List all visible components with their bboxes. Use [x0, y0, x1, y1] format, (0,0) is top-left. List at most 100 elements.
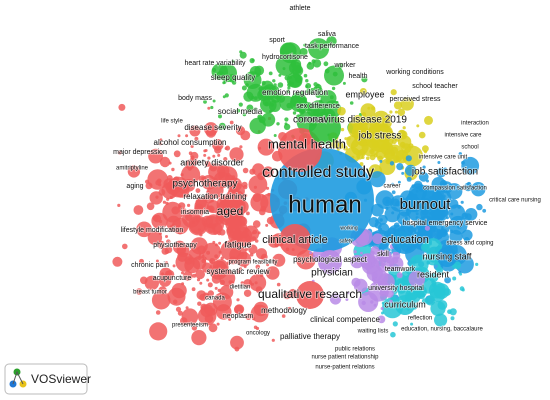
- node-bubble: [212, 99, 216, 103]
- node-bubble: [136, 221, 152, 238]
- node-bubble: [167, 287, 186, 306]
- node-bubble: [200, 304, 214, 318]
- node-label: resident: [417, 269, 450, 279]
- logo-text: VOSviewer: [31, 372, 91, 386]
- node-bubble: [217, 288, 221, 292]
- node-bubble: [161, 247, 169, 255]
- node-bubble: [395, 133, 399, 137]
- node-bubble: [306, 62, 315, 70]
- node-bubble: [151, 212, 168, 230]
- node-bubble: [175, 306, 182, 312]
- node-label: hydrocortisone: [262, 54, 308, 61]
- node-bubble: [313, 82, 318, 87]
- node-bubble: [450, 316, 455, 321]
- node-bubble: [367, 106, 371, 110]
- node-bubble: [401, 276, 406, 281]
- node-bubble: [386, 114, 392, 119]
- node-bubble: [347, 118, 368, 139]
- node-bubble: [208, 323, 218, 333]
- node-bubble: [326, 36, 337, 47]
- node-bubble: [112, 256, 123, 267]
- node-bubble: [312, 59, 322, 68]
- node-bubble: [368, 217, 379, 228]
- node-bubble: [168, 176, 189, 198]
- node-bubble: [279, 224, 311, 256]
- node-bubble: [223, 157, 228, 162]
- node-bubble: [471, 182, 486, 197]
- node-bubble: [434, 313, 448, 327]
- node-bubble: [169, 224, 177, 232]
- node-bubble: [253, 107, 258, 111]
- node-label: presenteeism: [172, 323, 208, 329]
- node-bubble: [349, 101, 354, 105]
- node-bubble: [158, 188, 166, 196]
- node-bubble: [356, 152, 364, 160]
- node-bubble: [236, 258, 240, 262]
- node-bubble: [281, 314, 286, 318]
- node-label: waiting lists: [357, 329, 389, 335]
- node-bubble: [151, 290, 171, 310]
- node-bubble: [288, 288, 298, 299]
- node-bubble: [165, 201, 169, 205]
- node-bubble: [332, 71, 338, 77]
- node-bubble: [251, 58, 255, 62]
- node-bubble: [191, 330, 207, 346]
- node-label: human: [288, 191, 361, 218]
- node-bubble: [220, 256, 224, 260]
- node-bubble: [198, 253, 205, 259]
- node-bubble: [271, 338, 275, 342]
- node-bubble: [284, 75, 290, 81]
- node-bubble: [395, 295, 415, 315]
- node-bubble: [219, 264, 223, 268]
- node-bubble: [246, 104, 254, 112]
- node-bubble: [405, 185, 445, 225]
- node-bubble: [318, 250, 342, 274]
- node-bubble: [433, 283, 450, 299]
- node-bubble: [177, 310, 183, 316]
- node-bubble: [231, 175, 236, 179]
- node-bubble: [173, 240, 187, 254]
- node-bubble: [191, 325, 198, 331]
- node-bubble: [273, 83, 277, 87]
- node-bubble: [424, 150, 427, 154]
- node-bubble: [303, 73, 308, 78]
- logo[interactable]: VOSviewer: [4, 363, 91, 395]
- node-bubble: [252, 220, 261, 228]
- node-bubble: [117, 203, 121, 207]
- node-bubble: [345, 298, 349, 301]
- node-bubble: [394, 137, 398, 141]
- node-bubble: [277, 82, 284, 88]
- node-bubble: [187, 203, 191, 207]
- node-bubble: [171, 206, 180, 215]
- node-bubble: [276, 282, 281, 287]
- node-bubble: [428, 272, 439, 283]
- node-bubble: [476, 203, 483, 211]
- node-bubble: [421, 298, 428, 304]
- node-bubble: [240, 130, 251, 141]
- node-bubble: [276, 122, 280, 126]
- node-bubble: [195, 269, 205, 280]
- node-label: psychotherapy: [172, 179, 237, 190]
- node-bubble: [256, 248, 267, 260]
- node-bubble: [461, 288, 465, 292]
- node-bubble: [266, 216, 275, 225]
- node-bubble: [228, 182, 245, 200]
- node-bubble: [407, 293, 411, 296]
- node-bubble: [443, 167, 448, 172]
- node-bubble: [303, 43, 307, 47]
- node-label: amitriptyline: [116, 166, 149, 172]
- node-bubble: [250, 304, 269, 323]
- node-bubble: [199, 211, 204, 216]
- node-bubble: [185, 193, 189, 198]
- node-bubble: [248, 244, 258, 254]
- node-bubble: [262, 166, 274, 178]
- node-bubble: [448, 204, 466, 222]
- node-bubble: [219, 285, 234, 300]
- node-bubble: [464, 237, 470, 243]
- node-bubble: [244, 193, 248, 198]
- node-bubble: [234, 304, 245, 315]
- node-bubble: [166, 175, 173, 181]
- node-bubble: [324, 68, 330, 74]
- node-bubble: [242, 167, 249, 174]
- node-bubble: [257, 138, 275, 156]
